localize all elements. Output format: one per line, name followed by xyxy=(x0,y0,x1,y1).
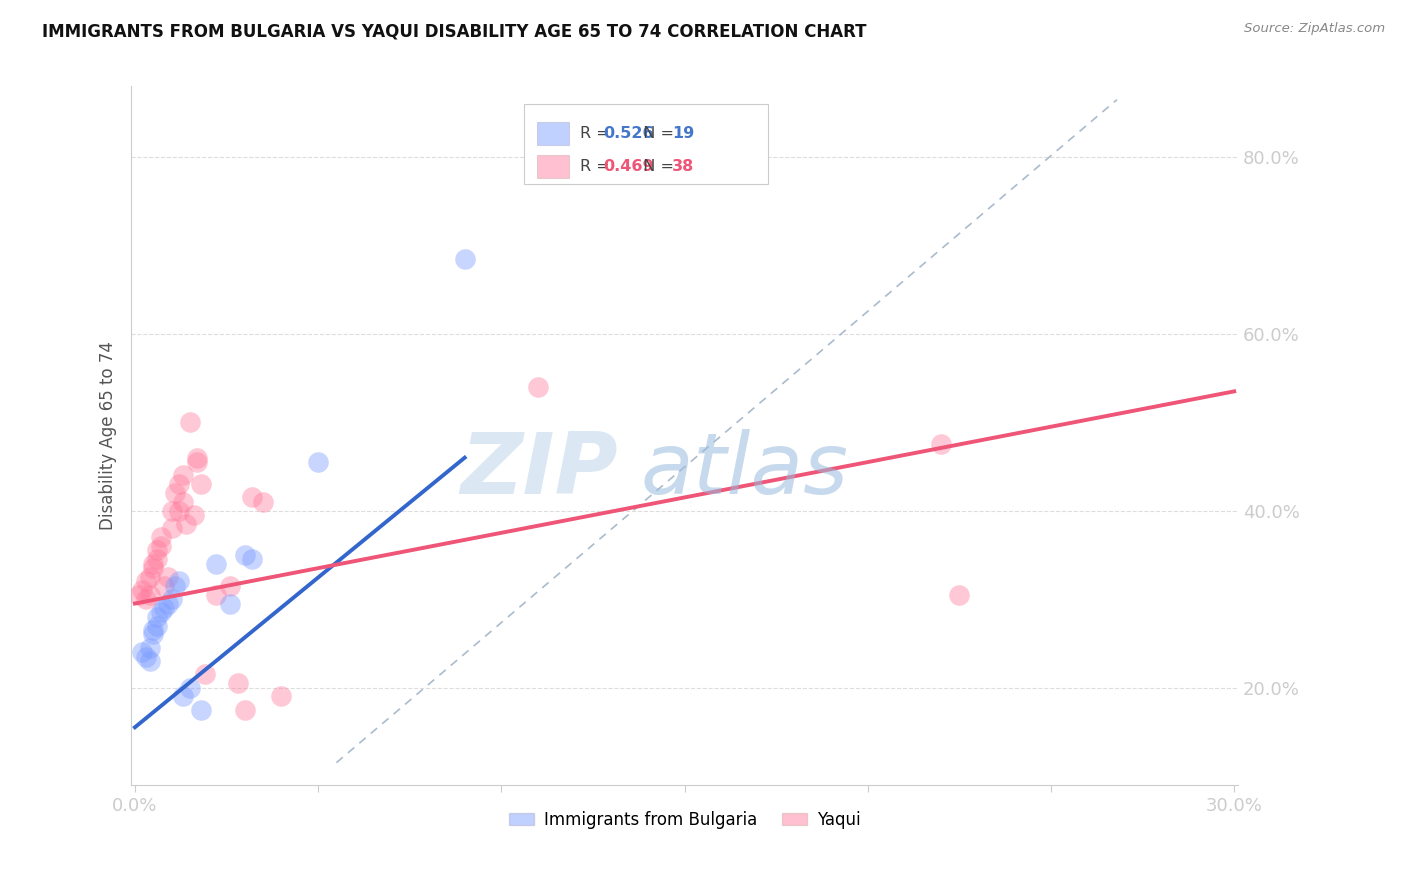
Text: Source: ZipAtlas.com: Source: ZipAtlas.com xyxy=(1244,22,1385,36)
Point xyxy=(135,649,157,664)
Point xyxy=(135,574,157,589)
Point xyxy=(172,468,194,483)
Point xyxy=(190,477,212,491)
Text: 0.526: 0.526 xyxy=(603,126,654,141)
Point xyxy=(167,574,190,589)
Text: IMMIGRANTS FROM BULGARIA VS YAQUI DISABILITY AGE 65 TO 74 CORRELATION CHART: IMMIGRANTS FROM BULGARIA VS YAQUI DISABI… xyxy=(42,22,866,40)
Point xyxy=(219,579,242,593)
Point xyxy=(138,640,160,655)
Point xyxy=(160,504,183,518)
Text: N =: N = xyxy=(634,126,679,141)
Point xyxy=(149,539,172,553)
Point xyxy=(153,579,176,593)
Point xyxy=(165,486,187,500)
Point xyxy=(929,437,952,451)
Point xyxy=(131,645,153,659)
Point xyxy=(179,681,201,695)
Point xyxy=(204,557,226,571)
Point xyxy=(153,601,176,615)
Point xyxy=(167,504,190,518)
Text: 0.469: 0.469 xyxy=(603,159,654,174)
Text: atlas: atlas xyxy=(640,429,848,512)
Point xyxy=(165,579,187,593)
Point xyxy=(142,627,165,641)
Point xyxy=(149,530,172,544)
Point xyxy=(219,597,242,611)
Point xyxy=(138,570,160,584)
Text: R =: R = xyxy=(579,126,614,141)
Point xyxy=(142,623,165,637)
Point xyxy=(160,592,183,607)
Point xyxy=(226,676,249,690)
Point xyxy=(138,654,160,668)
Point xyxy=(160,521,183,535)
Text: R =: R = xyxy=(579,159,614,174)
Point xyxy=(240,552,263,566)
Point xyxy=(138,588,160,602)
Point xyxy=(186,455,208,469)
Point xyxy=(172,690,194,704)
Text: N =: N = xyxy=(634,159,679,174)
Point xyxy=(252,495,274,509)
Point xyxy=(307,455,329,469)
Point xyxy=(156,597,179,611)
Point xyxy=(240,491,263,505)
Point xyxy=(142,561,165,575)
Point xyxy=(146,552,169,566)
Point xyxy=(204,588,226,602)
Point xyxy=(146,609,169,624)
Point xyxy=(527,380,550,394)
Text: 38: 38 xyxy=(672,159,695,174)
Text: ZIP: ZIP xyxy=(461,429,619,512)
Text: 19: 19 xyxy=(672,126,695,141)
Point xyxy=(233,703,256,717)
Point xyxy=(183,508,205,522)
Point xyxy=(948,588,970,602)
Point xyxy=(190,703,212,717)
Point xyxy=(179,415,201,429)
Point xyxy=(156,570,179,584)
Point xyxy=(149,606,172,620)
Point xyxy=(131,583,153,598)
Y-axis label: Disability Age 65 to 74: Disability Age 65 to 74 xyxy=(100,341,117,530)
Point xyxy=(128,588,150,602)
Point xyxy=(233,548,256,562)
Point xyxy=(146,618,169,632)
Point xyxy=(172,495,194,509)
Point xyxy=(270,690,292,704)
Point xyxy=(142,557,165,571)
Point xyxy=(174,516,197,531)
Point xyxy=(135,592,157,607)
Point xyxy=(454,252,477,266)
Legend: Immigrants from Bulgaria, Yaqui: Immigrants from Bulgaria, Yaqui xyxy=(502,805,868,836)
Point xyxy=(167,477,190,491)
Point xyxy=(193,667,215,681)
Point xyxy=(146,543,169,558)
Point xyxy=(186,450,208,465)
